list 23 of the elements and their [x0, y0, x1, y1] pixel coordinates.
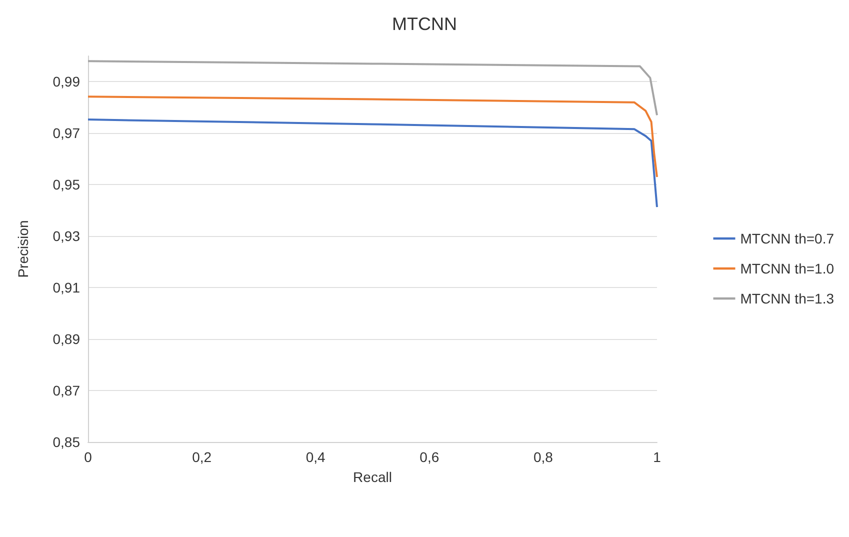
y-axis-title: Precision [15, 220, 31, 278]
y-tick-label: 0,95 [52, 176, 80, 193]
x-tick-label: 0,6 [420, 449, 440, 465]
x-tick-label: 0,4 [306, 449, 326, 465]
x-axis-title: Recall [353, 469, 392, 485]
y-tick-label: 0,93 [52, 228, 80, 244]
y-tick-label: 0,91 [52, 280, 80, 296]
x-tick-label: 1 [653, 449, 662, 465]
line-series [87, 60, 658, 116]
y-tick-label: 0,87 [52, 382, 80, 399]
legend-label: MTCNN th=1.0 [740, 260, 834, 276]
y-tick-label: 0,99 [52, 74, 80, 90]
x-tick-label: 0,8 [533, 449, 554, 465]
y-tick-label: 0,89 [52, 331, 80, 348]
chart-title: MTCNN [392, 14, 457, 34]
legend-label: MTCNN th=0.7 [740, 230, 834, 246]
y-tick-label: 0,97 [52, 125, 80, 142]
y-tick-label: 0,85 [52, 434, 80, 450]
line-series [87, 118, 658, 208]
x-tick-label: 0 [84, 449, 92, 465]
line-series [87, 96, 658, 178]
x-tick-label: 0,2 [192, 449, 212, 465]
legend-label: MTCNN th=1.3 [740, 290, 834, 306]
